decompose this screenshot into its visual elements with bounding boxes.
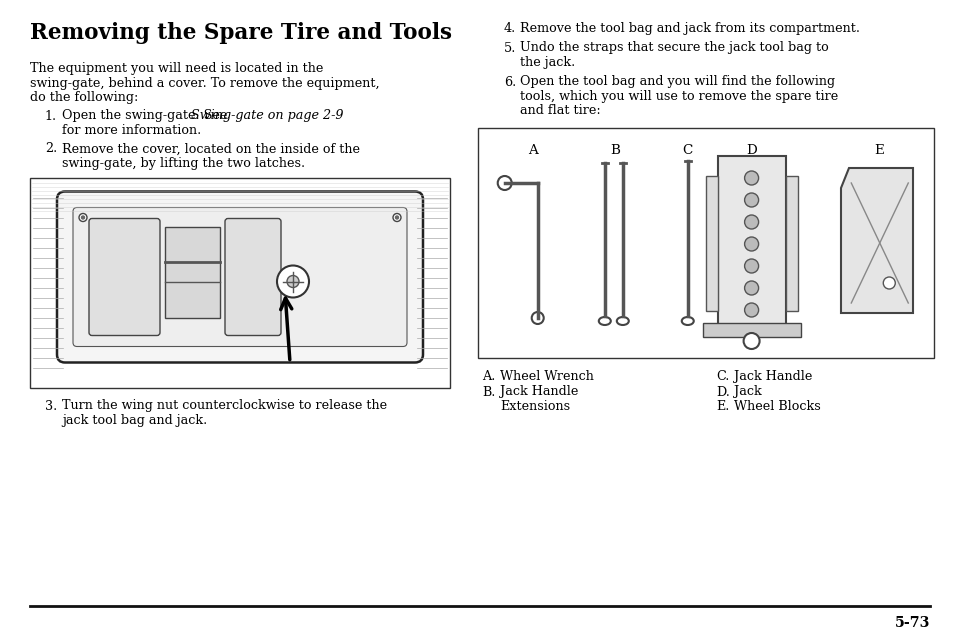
Ellipse shape: [681, 317, 693, 325]
Circle shape: [742, 333, 759, 349]
Circle shape: [744, 303, 758, 317]
Text: Open the tool bag and you will find the following: Open the tool bag and you will find the …: [519, 76, 834, 88]
FancyBboxPatch shape: [73, 207, 407, 347]
Text: 5-73: 5-73: [894, 616, 929, 630]
Circle shape: [287, 275, 298, 287]
Text: 2.: 2.: [45, 142, 57, 155]
Text: Removing the Spare Tire and Tools: Removing the Spare Tire and Tools: [30, 22, 452, 44]
Bar: [784, 176, 797, 311]
Text: 4.: 4.: [503, 22, 516, 35]
Circle shape: [744, 281, 758, 295]
Text: 3.: 3.: [45, 399, 57, 413]
Ellipse shape: [598, 317, 610, 325]
Text: Wheel Blocks: Wheel Blocks: [733, 400, 820, 413]
Circle shape: [882, 277, 894, 289]
Circle shape: [744, 193, 758, 207]
Text: 5.: 5.: [503, 41, 516, 55]
Bar: [701, 323, 800, 337]
Text: for more information.: for more information.: [62, 124, 201, 137]
Text: Jack Handle: Jack Handle: [499, 385, 578, 399]
Circle shape: [744, 171, 758, 185]
Bar: [717, 156, 784, 331]
Text: A: A: [527, 144, 537, 157]
Circle shape: [79, 214, 87, 221]
Text: The equipment you will need is located in the: The equipment you will need is located i…: [30, 62, 323, 75]
Text: and flat tire:: and flat tire:: [519, 104, 600, 118]
Ellipse shape: [617, 317, 628, 325]
Text: Wheel Wrench: Wheel Wrench: [499, 370, 594, 383]
Circle shape: [81, 216, 85, 219]
Circle shape: [744, 215, 758, 229]
Text: A.: A.: [481, 370, 495, 383]
FancyBboxPatch shape: [89, 219, 160, 336]
Circle shape: [395, 216, 398, 219]
Text: Jack Handle: Jack Handle: [733, 370, 812, 383]
Text: Remove the cover, located on the inside of the: Remove the cover, located on the inside …: [62, 142, 359, 155]
Text: Swing-gate on page 2-9: Swing-gate on page 2-9: [191, 109, 343, 123]
Text: B: B: [609, 144, 619, 157]
Text: 1.: 1.: [45, 109, 57, 123]
Text: E: E: [874, 144, 883, 157]
Text: 6.: 6.: [503, 76, 516, 88]
Circle shape: [276, 265, 309, 298]
Circle shape: [393, 214, 400, 221]
FancyBboxPatch shape: [57, 191, 422, 363]
Bar: [477, 128, 933, 358]
Text: swing-gate, behind a cover. To remove the equipment,: swing-gate, behind a cover. To remove th…: [30, 76, 379, 90]
Text: Jack: Jack: [733, 385, 760, 399]
Text: C: C: [681, 144, 692, 157]
Text: D: D: [745, 144, 756, 157]
Circle shape: [744, 237, 758, 251]
Text: swing-gate, by lifting the two latches.: swing-gate, by lifting the two latches.: [62, 157, 305, 170]
Text: Undo the straps that secure the jack tool bag to: Undo the straps that secure the jack too…: [519, 41, 828, 55]
Bar: [705, 176, 717, 311]
Polygon shape: [841, 168, 912, 313]
Text: do the following:: do the following:: [30, 91, 138, 104]
Text: tools, which you will use to remove the spare tire: tools, which you will use to remove the …: [519, 90, 838, 103]
Text: Remove the tool bag and jack from its compartment.: Remove the tool bag and jack from its co…: [519, 22, 859, 35]
Bar: [30, 177, 450, 387]
Circle shape: [497, 176, 511, 190]
Text: Extensions: Extensions: [499, 400, 570, 413]
Text: Turn the wing nut counterclockwise to release the: Turn the wing nut counterclockwise to re…: [62, 399, 387, 413]
Text: D.: D.: [716, 385, 729, 399]
Circle shape: [744, 259, 758, 273]
Text: C.: C.: [716, 370, 729, 383]
Text: E.: E.: [716, 400, 729, 413]
Text: B.: B.: [481, 385, 495, 399]
FancyBboxPatch shape: [225, 219, 281, 336]
Text: the jack.: the jack.: [519, 56, 575, 69]
Text: Open the swing-gate. See: Open the swing-gate. See: [62, 109, 232, 123]
Bar: [165, 226, 220, 317]
Circle shape: [531, 312, 543, 324]
Text: jack tool bag and jack.: jack tool bag and jack.: [62, 414, 207, 427]
